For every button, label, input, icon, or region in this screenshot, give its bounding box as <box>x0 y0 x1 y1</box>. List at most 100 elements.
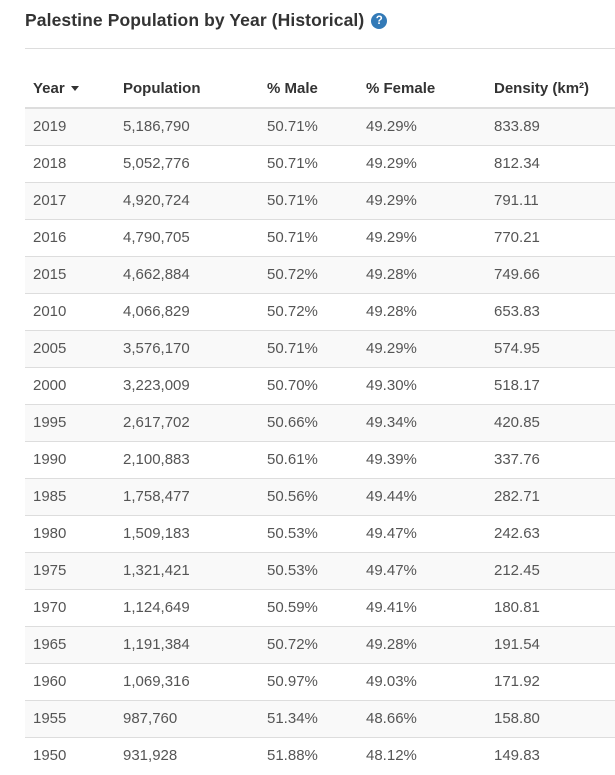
cell-male: 50.72% <box>259 293 358 331</box>
help-question-icon[interactable]: ? <box>371 12 388 29</box>
cell-year: 2005 <box>25 330 115 368</box>
cell-population: 931,928 <box>115 737 259 774</box>
cell-density: 812.34 <box>486 145 615 183</box>
table-row: 2017 4,920,724 50.71% 49.29% 791.11 <box>25 182 615 220</box>
cell-year: 1965 <box>25 626 115 664</box>
column-header-year-label: Year <box>33 80 65 97</box>
cell-female: 49.28% <box>358 626 486 664</box>
table-row: 2005 3,576,170 50.71% 49.29% 574.95 <box>25 330 615 368</box>
cell-female: 49.29% <box>358 219 486 257</box>
cell-year: 1985 <box>25 478 115 516</box>
table-row: 1965 1,191,384 50.72% 49.28% 191.54 <box>25 626 615 664</box>
column-header-year[interactable]: Year <box>25 71 115 109</box>
cell-density: 337.76 <box>486 441 615 479</box>
table-row: 1980 1,509,183 50.53% 49.47% 242.63 <box>25 515 615 553</box>
cell-male: 50.70% <box>259 367 358 405</box>
cell-population: 5,052,776 <box>115 145 259 183</box>
cell-female: 49.29% <box>358 145 486 183</box>
cell-year: 2018 <box>25 145 115 183</box>
title-divider <box>25 48 615 49</box>
cell-population: 2,100,883 <box>115 441 259 479</box>
cell-density: 749.66 <box>486 256 615 294</box>
cell-year: 1975 <box>25 552 115 590</box>
page-title: Palestine Population by Year (Historical… <box>25 10 365 30</box>
table-row: 1970 1,124,649 50.59% 49.41% 180.81 <box>25 589 615 627</box>
table-body: 2019 5,186,790 50.71% 49.29% 833.89 2018… <box>25 107 615 774</box>
cell-male: 50.61% <box>259 441 358 479</box>
cell-density: 653.83 <box>486 293 615 331</box>
cell-density: 191.54 <box>486 626 615 664</box>
cell-female: 49.29% <box>358 182 486 220</box>
cell-population: 3,576,170 <box>115 330 259 368</box>
cell-female: 49.30% <box>358 367 486 405</box>
table-row: 2016 4,790,705 50.71% 49.29% 770.21 <box>25 219 615 257</box>
cell-year: 2019 <box>25 107 115 146</box>
cell-male: 50.53% <box>259 552 358 590</box>
cell-female: 49.44% <box>358 478 486 516</box>
cell-year: 1990 <box>25 441 115 479</box>
table-header-row: Year Population % Male % Female Density … <box>25 71 615 109</box>
cell-density: 420.85 <box>486 404 615 442</box>
cell-population: 4,920,724 <box>115 182 259 220</box>
cell-male: 50.71% <box>259 182 358 220</box>
cell-female: 48.66% <box>358 700 486 738</box>
table-header: Year Population % Male % Female Density … <box>25 71 615 109</box>
cell-male: 50.97% <box>259 663 358 701</box>
cell-female: 49.29% <box>358 330 486 368</box>
column-header-female[interactable]: % Female <box>358 71 486 109</box>
cell-population: 5,186,790 <box>115 107 259 146</box>
cell-density: 791.11 <box>486 182 615 220</box>
cell-year: 1980 <box>25 515 115 553</box>
table-row: 1950 931,928 51.88% 48.12% 149.83 <box>25 737 615 774</box>
column-header-male[interactable]: % Male <box>259 71 358 109</box>
cell-density: 158.80 <box>486 700 615 738</box>
cell-population: 4,790,705 <box>115 219 259 257</box>
cell-male: 50.56% <box>259 478 358 516</box>
table-row: 1985 1,758,477 50.56% 49.44% 282.71 <box>25 478 615 516</box>
cell-year: 1955 <box>25 700 115 738</box>
cell-density: 149.83 <box>486 737 615 774</box>
cell-male: 50.72% <box>259 256 358 294</box>
cell-year: 2017 <box>25 182 115 220</box>
cell-year: 1960 <box>25 663 115 701</box>
cell-female: 49.28% <box>358 293 486 331</box>
cell-density: 833.89 <box>486 107 615 146</box>
cell-female: 49.34% <box>358 404 486 442</box>
cell-year: 1950 <box>25 737 115 774</box>
table-row: 2015 4,662,884 50.72% 49.28% 749.66 <box>25 256 615 294</box>
table-row: 2018 5,052,776 50.71% 49.29% 812.34 <box>25 145 615 183</box>
section-header: Palestine Population by Year (Historical… <box>25 10 615 31</box>
cell-year: 2016 <box>25 219 115 257</box>
cell-male: 50.72% <box>259 626 358 664</box>
cell-population: 1,758,477 <box>115 478 259 516</box>
cell-male: 50.71% <box>259 330 358 368</box>
cell-density: 242.63 <box>486 515 615 553</box>
table-row: 2000 3,223,009 50.70% 49.30% 518.17 <box>25 367 615 405</box>
cell-male: 50.71% <box>259 219 358 257</box>
cell-female: 49.29% <box>358 107 486 146</box>
table-row: 1975 1,321,421 50.53% 49.47% 212.45 <box>25 552 615 590</box>
cell-population: 1,509,183 <box>115 515 259 553</box>
column-header-density[interactable]: Density (km²) <box>486 71 615 109</box>
cell-population: 4,662,884 <box>115 256 259 294</box>
cell-year: 1995 <box>25 404 115 442</box>
cell-density: 171.92 <box>486 663 615 701</box>
cell-density: 180.81 <box>486 589 615 627</box>
cell-year: 2010 <box>25 293 115 331</box>
cell-female: 49.47% <box>358 552 486 590</box>
population-history-table: Year Population % Male % Female Density … <box>25 71 615 774</box>
table-row: 1955 987,760 51.34% 48.66% 158.80 <box>25 700 615 738</box>
cell-density: 212.45 <box>486 552 615 590</box>
cell-density: 282.71 <box>486 478 615 516</box>
cell-population: 987,760 <box>115 700 259 738</box>
cell-male: 50.71% <box>259 145 358 183</box>
cell-population: 1,191,384 <box>115 626 259 664</box>
cell-female: 49.39% <box>358 441 486 479</box>
cell-female: 48.12% <box>358 737 486 774</box>
column-header-population[interactable]: Population <box>115 71 259 109</box>
table-row: 2010 4,066,829 50.72% 49.28% 653.83 <box>25 293 615 331</box>
sort-desc-icon <box>70 86 79 91</box>
cell-population: 2,617,702 <box>115 404 259 442</box>
cell-male: 51.34% <box>259 700 358 738</box>
